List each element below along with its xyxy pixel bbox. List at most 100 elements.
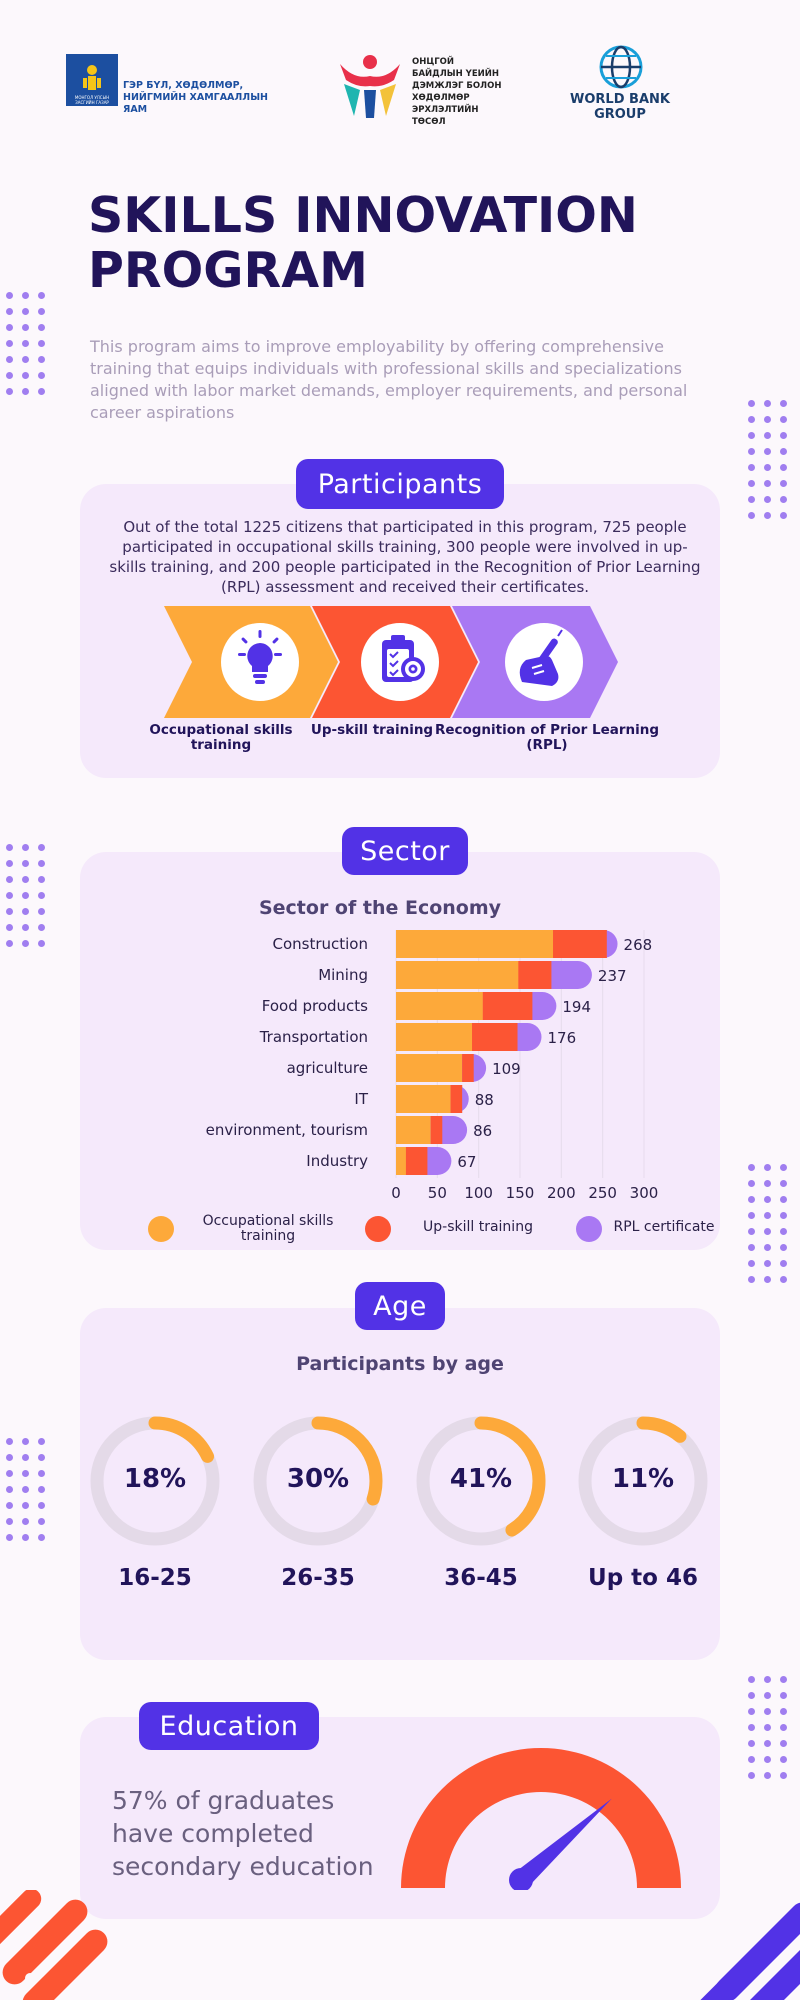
bar-segment-overlay — [396, 1147, 406, 1175]
bar-total-label: 88 — [475, 1091, 494, 1109]
age-ring — [578, 1416, 708, 1546]
legend-label-occupational: Occupational skills training — [202, 1213, 334, 1244]
bar-segment-overlay — [396, 1023, 473, 1051]
x-tick-label: 300 — [630, 1184, 659, 1202]
age-group-label: 16-25 — [118, 1565, 192, 1591]
age-group-label: 36-45 — [444, 1565, 518, 1591]
bar-segment-overlay — [518, 961, 552, 989]
y-category-label: Transportation — [259, 1028, 368, 1046]
decorative-dots — [748, 1676, 787, 1779]
gauge-needle-hub — [509, 1868, 533, 1890]
age-percent: 41% — [449, 1464, 513, 1494]
bar-total-label: 109 — [492, 1060, 521, 1078]
bar-total-label: 237 — [598, 967, 627, 985]
mongolia-emblem-icon: МОНГОЛ УЛСЫН ЗАСГИЙН ГАЗАР — [66, 54, 118, 106]
legend-swatch-occupational — [148, 1216, 174, 1242]
globe-icon — [599, 45, 643, 89]
bar-segment-overlay — [462, 1054, 474, 1082]
sector-chart-title: Sector of the Economy — [258, 897, 502, 919]
legend-swatch-upskill — [365, 1216, 391, 1242]
age-percent: 18% — [123, 1464, 187, 1494]
y-category-label: Industry — [306, 1152, 368, 1170]
lightbulb-icon — [238, 630, 282, 684]
x-tick-label: 50 — [428, 1184, 447, 1202]
decorative-dots — [6, 844, 45, 947]
bar-total-label: 86 — [473, 1122, 492, 1140]
decorative-dots — [748, 1164, 787, 1283]
page-title: SKILLS INNOVATION PROGRAM — [88, 187, 638, 299]
age-percent: 30% — [286, 1464, 350, 1494]
participants-text: Out of the total 1225 citizens that part… — [109, 518, 701, 596]
bar-segment-overlay — [472, 1023, 518, 1051]
participants-heading: Participants — [296, 459, 504, 509]
bar-segment-overlay — [450, 1085, 463, 1113]
hand-pen-icon — [519, 629, 563, 686]
education-text: 57% of graduates have completed secondar… — [112, 1786, 374, 1881]
gauge-arc — [401, 1748, 681, 1888]
ministry-logo: МОНГОЛ УЛСЫН ЗАСГИЙН ГАЗАР ГЭР БҮЛ, ХӨДӨ… — [66, 54, 296, 115]
decorative-dots — [748, 400, 787, 519]
bar-segment-overlay — [396, 1054, 463, 1082]
sector-chart: 0 50 100 150 200 250 300 268 237 194 176 109 88 86 67 — [391, 930, 659, 1202]
decorative-dots — [6, 1438, 45, 1541]
x-tick-label: 200 — [547, 1184, 576, 1202]
y-category-label: Food products — [261, 997, 368, 1015]
people-figure-icon — [340, 55, 400, 118]
program-label-upskill: Up-skill training — [310, 722, 434, 738]
bar-segment-overlay — [430, 1116, 443, 1144]
bar-segment-overlay — [405, 1147, 428, 1175]
project-logo: ОНЦГОЙ БАЙДЛЫН ҮЕИЙН ДЭМЖЛЭГ БОЛОН ХӨДӨЛ… — [334, 50, 504, 127]
legend-label-rpl: RPL certificate — [613, 1219, 715, 1235]
y-category-label: IT — [354, 1090, 368, 1108]
bar-total-label: 268 — [624, 936, 653, 954]
education-gauge — [401, 1748, 681, 1890]
ministry-name: ГЭР БҮЛ, ХӨДӨЛМӨР, НИЙГМИЙН ХАМГААЛЛЫН Я… — [123, 80, 268, 115]
bar-segment-overlay — [553, 930, 607, 958]
y-category-label: Construction — [272, 935, 368, 953]
bar-total-label: 67 — [457, 1153, 476, 1171]
bar-segment-overlay — [396, 992, 483, 1020]
intro-text: This program aims to improve employabili… — [90, 337, 688, 422]
bar-segment-overlay — [396, 930, 554, 958]
worldbank-name: WORLD BANK GROUP — [570, 92, 670, 122]
y-category-label: Mining — [318, 966, 368, 984]
x-tick-label: 100 — [464, 1184, 493, 1202]
bar-total-label: 194 — [562, 998, 591, 1016]
bar-segment-overlay — [396, 1116, 431, 1144]
program-label-rpl: Recognition of Prior Learning (RPL) — [434, 722, 660, 753]
x-tick-label: 250 — [588, 1184, 617, 1202]
education-heading: Education — [139, 1702, 319, 1750]
age-group-label: 26-35 — [281, 1565, 355, 1591]
age-chart-title: Participants by age — [296, 1353, 504, 1375]
age-ring — [90, 1416, 220, 1546]
bar-segment-overlay — [482, 992, 533, 1020]
legend-label-upskill: Up-skill training — [423, 1219, 533, 1235]
sector-heading: Sector — [342, 827, 468, 875]
x-tick-label: 150 — [506, 1184, 535, 1202]
age-heading: Age — [355, 1282, 445, 1330]
legend-swatch-rpl — [576, 1216, 602, 1242]
project-name: ОНЦГОЙ БАЙДЛЫН ҮЕИЙН ДЭМЖЛЭГ БОЛОН ХӨДӨЛ… — [412, 57, 502, 127]
bar-segment-overlay — [396, 1085, 451, 1113]
decorative-dots — [6, 292, 45, 395]
age-card — [80, 1308, 720, 1660]
age-ring-progress — [578, 1416, 708, 1546]
bar-total-label: 176 — [547, 1029, 576, 1047]
y-category-label: agriculture — [286, 1059, 368, 1077]
age-group-label: Up to 46 — [588, 1565, 698, 1591]
age-ring-progress — [253, 1416, 383, 1546]
corner-decoration-left — [0, 1890, 108, 2000]
age-ring-progress — [416, 1416, 546, 1546]
program-label-occupational: Occupational skills training — [149, 722, 293, 753]
age-percent: 11% — [611, 1464, 675, 1494]
y-category-label: environment, tourism — [205, 1121, 368, 1139]
age-ring-progress — [90, 1416, 220, 1546]
bar-segment-overlay — [396, 961, 519, 989]
clipboard-target-icon — [382, 635, 425, 682]
worldbank-logo: WORLD BANK GROUP — [550, 42, 690, 122]
gauge-needle — [513, 1798, 612, 1887]
x-tick-label: 0 — [391, 1184, 401, 1202]
program-chevrons — [164, 606, 618, 718]
age-ring — [416, 1416, 546, 1546]
corner-decoration-right — [689, 1902, 800, 2000]
